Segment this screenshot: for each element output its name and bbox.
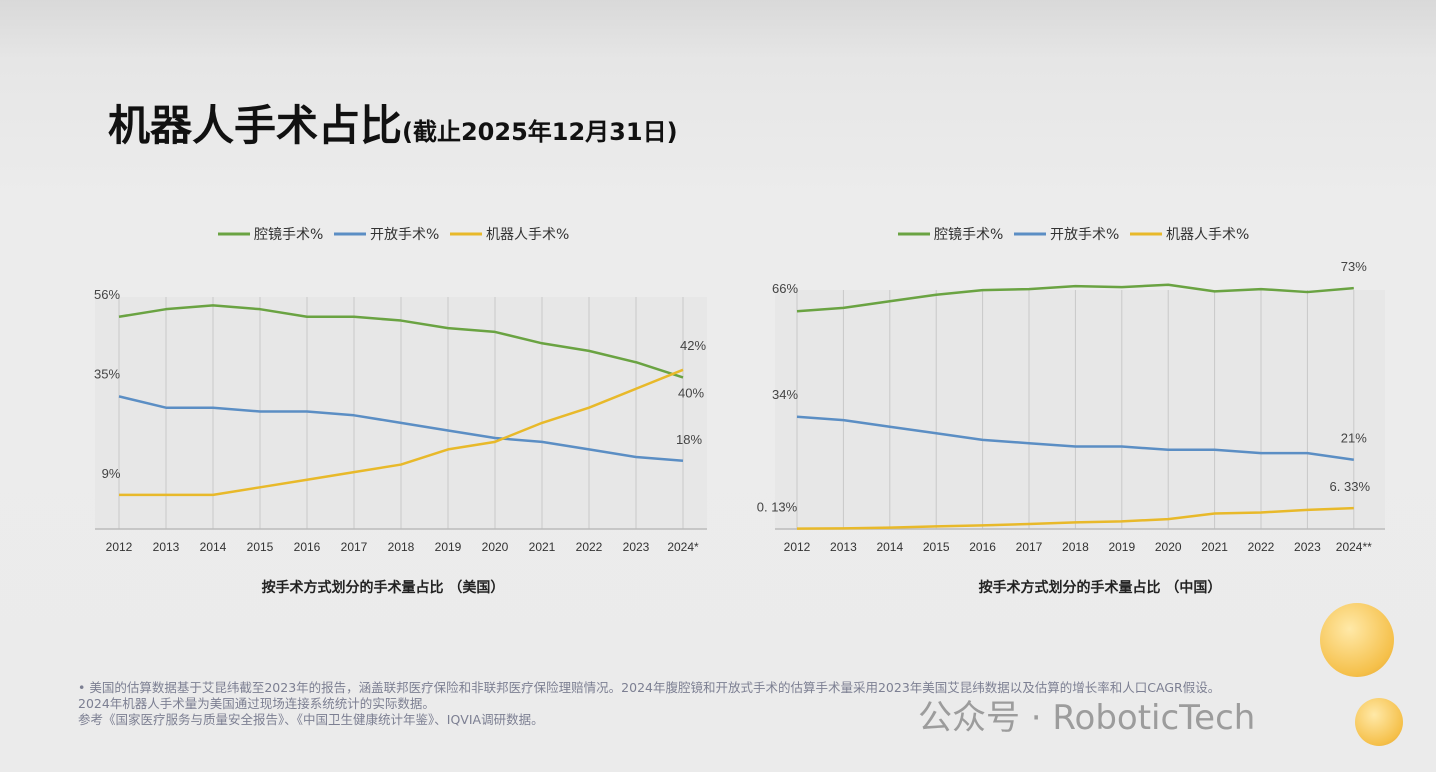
- footnote-3: 参考《国家医疗服务与质量安全报告》、《中国卫生健康统计年鉴》、IQVIA调研数据…: [78, 712, 544, 727]
- emoji-sticker-small: [1355, 698, 1403, 746]
- footnotes: • 美国的估算数据基于艾昆纬截至2023年的报告，涵盖联邦医疗保险和非联邦医疗保…: [78, 680, 1220, 728]
- x-tick-label: 2022: [576, 540, 603, 554]
- x-tick-label: 2018: [1062, 540, 1089, 554]
- x-tick-label: 2019: [435, 540, 462, 554]
- data-label: 0. 13%: [757, 500, 798, 515]
- x-tick-label: 2017: [341, 540, 368, 554]
- slide-title: 机器人手术占比(截止2025年12月31日): [108, 92, 678, 153]
- data-label: 35%: [94, 366, 120, 381]
- x-tick-label: 2016: [294, 540, 321, 554]
- x-tick-label: 2021: [1201, 540, 1228, 554]
- data-label: 9%: [102, 466, 121, 481]
- series-line-robotic: [119, 368, 684, 497]
- data-label: 73%: [1341, 259, 1367, 274]
- data-label: 6. 33%: [1330, 479, 1371, 494]
- footnote-2: 2024年机器人手术量为美国通过现场连接系统统计的实际数据。: [78, 696, 435, 711]
- data-label: 21%: [1341, 431, 1367, 446]
- legend-label-open: 开放手术%: [370, 227, 439, 243]
- title-main: 机器人手术占比: [108, 101, 403, 150]
- series-line-open: [796, 415, 1354, 461]
- x-tick-label: 2013: [153, 540, 180, 554]
- x-tick-label: 2023: [623, 540, 650, 554]
- footnote-1: • 美国的估算数据基于艾昆纬截至2023年的报告，涵盖联邦医疗保险和非联邦医疗保…: [78, 680, 1221, 695]
- x-tick-label: 2016: [969, 540, 996, 554]
- x-tick-label: 2014: [876, 540, 903, 554]
- x-tick-label: 2015: [247, 540, 274, 554]
- chart-caption: 按手术方式划分的手术量占比 （美国）: [262, 579, 505, 596]
- x-tick-label: 2024**: [1336, 540, 1372, 554]
- legend-label-robotic: 机器人手术%: [486, 227, 569, 243]
- x-tick-label: 2012: [106, 540, 133, 554]
- x-tick-label: 2020: [1155, 540, 1182, 554]
- legend-label-robotic: 机器人手术%: [1166, 227, 1249, 243]
- data-label: 42%: [680, 338, 706, 353]
- x-tick-label: 2024*: [667, 540, 699, 554]
- x-tick-label: 2020: [482, 540, 509, 554]
- x-tick-label: 2019: [1108, 540, 1135, 554]
- x-tick-label: 2013: [830, 540, 857, 554]
- data-label: 56%: [94, 287, 120, 302]
- data-label: 40%: [678, 385, 704, 400]
- x-tick-label: 2017: [1016, 540, 1043, 554]
- x-tick-label: 2012: [784, 540, 811, 554]
- x-tick-label: 2015: [923, 540, 950, 554]
- x-tick-label: 2021: [529, 540, 556, 554]
- x-tick-label: 2018: [388, 540, 415, 554]
- data-label: 18%: [676, 432, 702, 447]
- x-tick-label: 2014: [200, 540, 227, 554]
- x-tick-label: 2022: [1248, 540, 1275, 554]
- series-line-laparoscopic: [118, 304, 684, 379]
- legend-label-open: 开放手术%: [1050, 227, 1119, 243]
- chart-caption: 按手术方式划分的手术量占比 （中国）: [979, 579, 1222, 596]
- legend-label-laparoscopic: 腔镜手术%: [254, 227, 323, 243]
- plot-area: [775, 290, 1385, 529]
- watermark: 公众号 · RoboticTech: [918, 698, 1256, 738]
- x-tick-label: 2023: [1294, 540, 1321, 554]
- emoji-sticker: [1320, 603, 1394, 677]
- data-label: 66%: [772, 281, 798, 296]
- series-line-robotic: [796, 506, 1354, 530]
- title-subtitle: (截止2025年12月31日): [402, 118, 678, 146]
- data-label: 34%: [772, 387, 798, 402]
- legend-label-laparoscopic: 腔镜手术%: [934, 227, 1003, 243]
- series-line-open: [118, 395, 684, 463]
- series-line-laparoscopic: [796, 283, 1354, 313]
